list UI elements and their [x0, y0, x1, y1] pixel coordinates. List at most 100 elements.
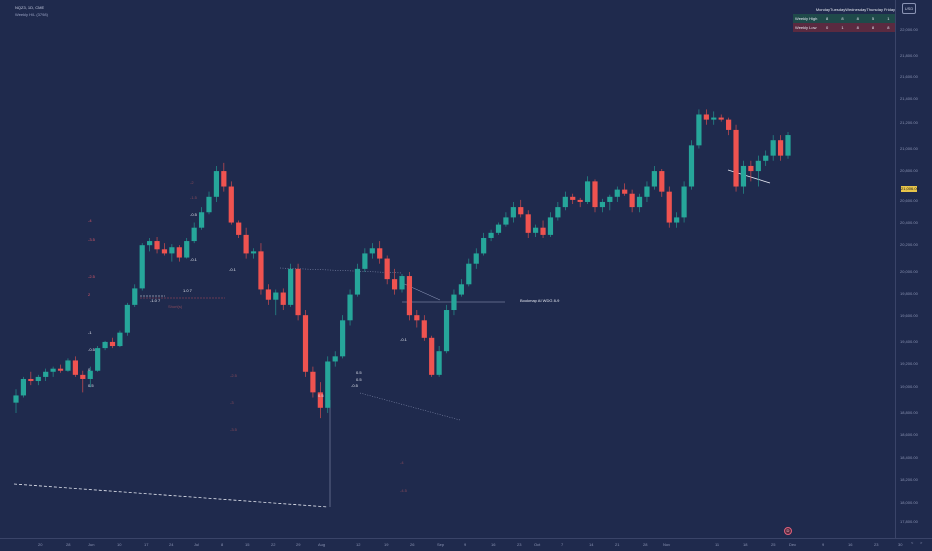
candle[interactable] — [87, 366, 93, 388]
candle[interactable] — [288, 263, 294, 307]
candle[interactable] — [391, 268, 398, 295]
candle[interactable] — [577, 197, 583, 208]
candle[interactable] — [20, 376, 27, 398]
candle[interactable] — [280, 288, 286, 311]
candle[interactable] — [636, 193, 643, 213]
candle[interactable] — [332, 351, 338, 367]
chart-canvas[interactable] — [0, 0, 895, 538]
candle[interactable] — [599, 198, 606, 213]
candle[interactable] — [495, 222, 502, 235]
candle[interactable] — [176, 245, 182, 262]
candle[interactable] — [525, 210, 531, 238]
candle[interactable] — [50, 366, 56, 377]
candle[interactable] — [466, 258, 472, 287]
scroll-right-icon[interactable]: > — [920, 540, 923, 545]
candle[interactable] — [221, 162, 227, 192]
candle[interactable] — [310, 366, 316, 398]
candle[interactable] — [733, 124, 739, 192]
candle[interactable] — [592, 179, 598, 213]
candle[interactable] — [72, 356, 78, 377]
candle[interactable] — [295, 263, 301, 321]
dividend-event-marker[interactable]: D — [784, 527, 792, 535]
candle[interactable] — [429, 335, 435, 377]
candle[interactable] — [711, 111, 717, 125]
candle[interactable] — [421, 315, 427, 341]
candle[interactable] — [666, 186, 672, 228]
candle[interactable] — [555, 201, 561, 221]
candle[interactable] — [206, 191, 212, 215]
candle[interactable] — [488, 229, 494, 242]
candle[interactable] — [726, 117, 732, 136]
currency-menu-button[interactable]: USD — [902, 3, 916, 14]
candle[interactable] — [317, 382, 323, 419]
candle[interactable] — [325, 356, 331, 413]
candle[interactable] — [236, 220, 242, 238]
candle[interactable] — [347, 289, 353, 326]
candle[interactable] — [377, 241, 383, 264]
candle[interactable] — [607, 194, 613, 211]
candle[interactable] — [518, 199, 524, 218]
candle[interactable] — [258, 243, 264, 295]
candle[interactable] — [57, 364, 64, 373]
candle[interactable] — [35, 374, 41, 386]
candle[interactable] — [570, 193, 576, 205]
candle[interactable] — [688, 140, 695, 190]
candle[interactable] — [43, 368, 49, 382]
candle[interactable] — [399, 274, 405, 293]
candle[interactable] — [540, 220, 546, 238]
candle[interactable] — [132, 284, 138, 307]
candle[interactable] — [481, 232, 487, 256]
candle[interactable] — [102, 340, 108, 351]
candle[interactable] — [785, 131, 791, 159]
candle[interactable] — [28, 371, 34, 386]
candle[interactable] — [124, 302, 130, 336]
candle[interactable] — [748, 160, 754, 182]
candle[interactable] — [80, 370, 86, 393]
candle[interactable] — [406, 271, 413, 321]
candle[interactable] — [243, 227, 249, 259]
candle[interactable] — [443, 304, 450, 354]
scroll-left-icon[interactable]: < — [911, 540, 914, 545]
candle[interactable] — [703, 109, 709, 125]
candle[interactable] — [777, 135, 784, 161]
candle[interactable] — [644, 181, 650, 202]
candle[interactable] — [213, 165, 220, 202]
candle[interactable] — [161, 243, 168, 256]
candle[interactable] — [362, 248, 368, 272]
candle[interactable] — [674, 212, 680, 228]
candle[interactable] — [302, 310, 309, 377]
candle[interactable] — [139, 243, 145, 291]
candle[interactable] — [770, 135, 776, 161]
candle[interactable] — [250, 248, 257, 259]
candle[interactable] — [198, 207, 205, 230]
candle[interactable] — [763, 150, 769, 166]
candlestick-chart[interactable] — [0, 0, 895, 538]
candle[interactable] — [740, 160, 747, 194]
candle[interactable] — [384, 255, 390, 285]
candle[interactable] — [718, 114, 724, 122]
time-axis[interactable]: 20 28 Jun 10 17 24 Jul 8 15 22 29 Aug 12… — [0, 538, 932, 551]
candle[interactable] — [451, 289, 457, 316]
candle[interactable] — [109, 337, 116, 349]
candle[interactable] — [473, 248, 479, 269]
candle[interactable] — [265, 284, 271, 305]
candle[interactable] — [696, 109, 702, 149]
candle[interactable] — [369, 243, 375, 259]
candle[interactable] — [622, 183, 628, 196]
candle[interactable] — [562, 191, 568, 211]
candle[interactable] — [533, 224, 539, 237]
candle[interactable] — [184, 237, 190, 259]
candle[interactable] — [354, 263, 361, 297]
candle[interactable] — [13, 389, 19, 413]
candle[interactable] — [117, 330, 123, 348]
candle[interactable] — [614, 186, 620, 202]
candle[interactable] — [147, 237, 153, 252]
candle[interactable] — [503, 212, 509, 227]
candle[interactable] — [436, 346, 442, 377]
candle[interactable] — [584, 176, 591, 205]
candle[interactable] — [340, 315, 346, 359]
candle[interactable] — [228, 181, 234, 225]
candle[interactable] — [458, 279, 464, 297]
candle[interactable] — [651, 165, 657, 190]
candle[interactable] — [65, 358, 71, 372]
